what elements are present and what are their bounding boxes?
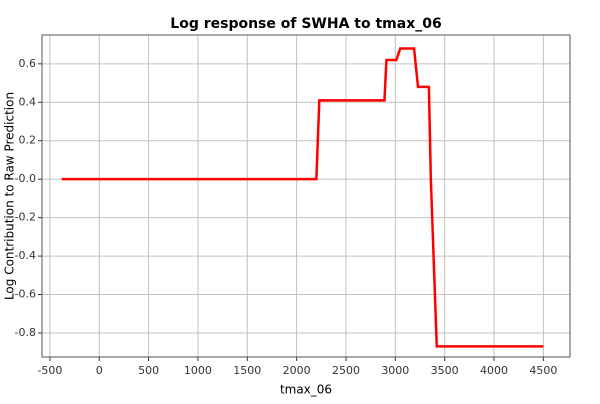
y-tick-label: 0.4 bbox=[19, 95, 37, 108]
y-tick-label: -0.0 bbox=[15, 172, 36, 185]
y-tick-label: -0.6 bbox=[15, 288, 36, 301]
x-tick-label: 1000 bbox=[184, 364, 212, 377]
x-tick-label: 2500 bbox=[332, 364, 360, 377]
y-tick-label: -0.4 bbox=[15, 249, 36, 262]
y-tick-label: -0.8 bbox=[15, 326, 36, 339]
x-tick-label: 4500 bbox=[529, 364, 557, 377]
x-tick-label: 4000 bbox=[480, 364, 508, 377]
y-tick-label: 0.2 bbox=[19, 134, 37, 147]
chart-title: Log response of SWHA to tmax_06 bbox=[170, 16, 441, 32]
x-tick-label: 3000 bbox=[381, 364, 409, 377]
x-tick-label: -500 bbox=[37, 364, 62, 377]
x-tick-label: 3500 bbox=[431, 364, 459, 377]
y-tick-label: -0.2 bbox=[15, 211, 36, 224]
plot-frame bbox=[41, 34, 571, 358]
x-axis-label: tmax_06 bbox=[280, 383, 332, 397]
y-axis-label: Log Contribution to Raw Prediction bbox=[3, 92, 17, 300]
data-line bbox=[61, 47, 544, 348]
x-tick-label: 0 bbox=[96, 364, 103, 377]
y-tick-label: 0.6 bbox=[19, 57, 37, 70]
x-tick-label: 500 bbox=[138, 364, 159, 377]
x-tick-label: 1500 bbox=[233, 364, 261, 377]
x-tick-label: 2000 bbox=[283, 364, 311, 377]
